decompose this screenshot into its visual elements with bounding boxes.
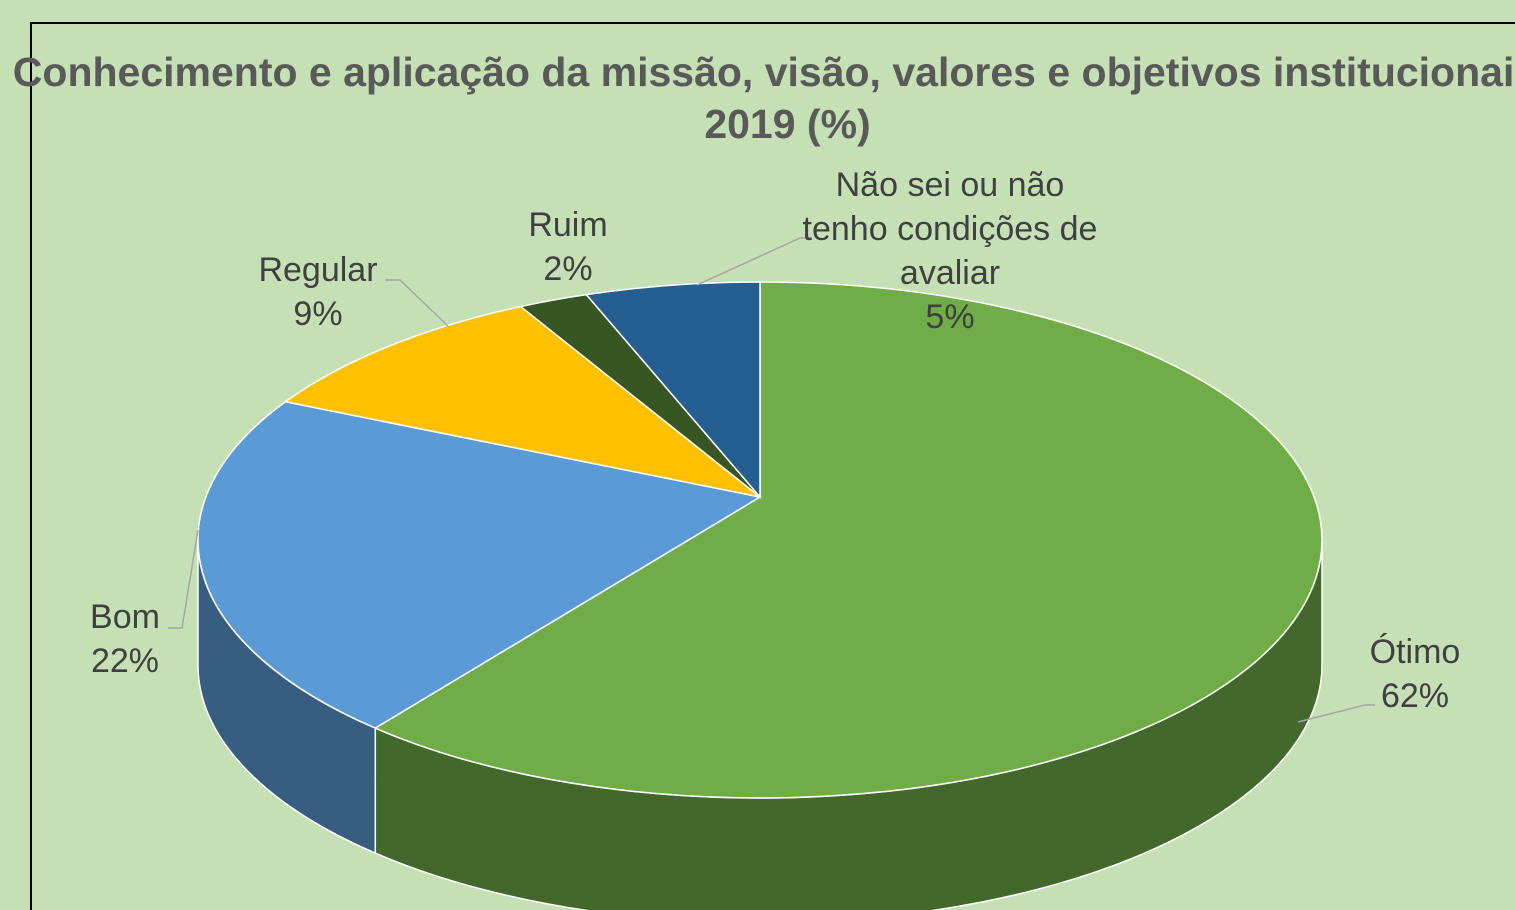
label-value: 5% <box>925 298 975 336</box>
leader-line <box>168 529 199 629</box>
pie-slice <box>283 305 761 498</box>
pie-tops <box>197 281 1323 799</box>
pie-slice <box>197 400 763 729</box>
pie-slice <box>373 281 1323 799</box>
chart-title: Conhecimento e aplicação da missão, visã… <box>12 49 1515 147</box>
data-label: Ótimo 62% <box>1370 630 1461 718</box>
label-category: Ruim <box>528 206 608 244</box>
leader-line <box>385 279 449 327</box>
label-category: Ótimo <box>1369 633 1461 671</box>
label-category: Regular <box>258 251 378 289</box>
label-category: Bom <box>90 598 160 636</box>
data-label: Não sei ou não tenho condições de avalia… <box>800 163 1100 339</box>
label-value: 2% <box>543 250 593 288</box>
leader-line <box>696 237 812 286</box>
pie-slice <box>584 281 761 500</box>
data-label: Regular 9% <box>258 248 377 336</box>
label-value: 22% <box>90 642 160 680</box>
label-value: 62% <box>1380 677 1450 715</box>
label-category: Não sei ou não tenho condições de avalia… <box>802 166 1098 292</box>
label-value: 9% <box>293 295 343 333</box>
data-label: Ruim 2% <box>528 203 607 291</box>
leader-line <box>1297 704 1375 723</box>
leader-lines <box>168 237 1375 723</box>
data-label: Bom 22% <box>90 595 160 683</box>
